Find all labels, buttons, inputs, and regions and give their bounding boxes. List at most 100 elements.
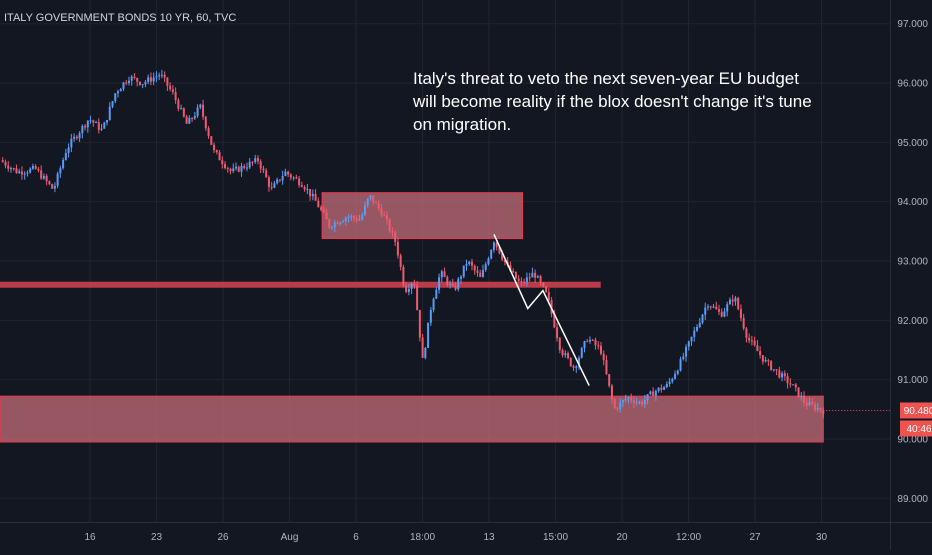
candle-body (127, 80, 130, 84)
candle-body (643, 399, 646, 405)
candle-body (772, 369, 775, 371)
candle-body (248, 161, 251, 168)
candle-body (775, 369, 778, 371)
candle-body (476, 270, 479, 273)
candle-body (402, 267, 405, 286)
candle-body (654, 390, 657, 396)
candle-body (67, 147, 70, 153)
candle-body (610, 385, 613, 400)
time-tick-label: 6 (353, 532, 359, 543)
time-tick-label: 15:00 (543, 532, 568, 543)
time-tick-label: 23 (151, 532, 163, 543)
candle-body (111, 101, 114, 107)
candle-body (583, 341, 586, 348)
candle-body (119, 88, 122, 92)
time-tick-label: 13 (483, 532, 495, 543)
candle-body (616, 408, 619, 410)
candle-body (473, 265, 476, 271)
candle-body (696, 326, 699, 331)
candle-body (103, 122, 106, 129)
candle-body (624, 398, 627, 401)
candle-body (92, 120, 95, 123)
candle-body (704, 307, 707, 315)
candle-body (86, 120, 89, 128)
candle-body (789, 383, 792, 385)
candle-body (572, 366, 575, 368)
candle-body (756, 345, 759, 352)
candle-body (822, 410, 825, 414)
candle-body (59, 168, 62, 174)
candle-body (207, 128, 210, 137)
candle-body (215, 150, 218, 153)
time-tick-label: 27 (749, 532, 761, 543)
candle-body (34, 166, 37, 169)
candle-body (267, 177, 270, 187)
candle-body (490, 249, 493, 259)
candle-body (317, 200, 320, 208)
candle-body (171, 89, 174, 93)
candle-body (462, 265, 465, 277)
price-tick-label: 91.000 (897, 375, 928, 386)
candle-body (237, 166, 240, 172)
candle-body (717, 309, 720, 312)
candle-body (720, 311, 723, 317)
last-price-badge (900, 402, 932, 419)
candles (1, 69, 825, 419)
candle-body (399, 255, 402, 268)
candle-body (460, 276, 463, 279)
candle-body (158, 75, 161, 77)
candle-body (259, 161, 262, 169)
candle-body (152, 77, 155, 82)
candle-body (289, 174, 292, 178)
candle-body (446, 277, 449, 285)
candle-body (808, 402, 811, 406)
candle-body (108, 106, 111, 120)
candle-body (726, 304, 729, 312)
candle-body (816, 407, 819, 410)
candle-body (196, 107, 199, 116)
candle-body (138, 81, 141, 85)
chart-title: ITALY GOVERNMENT BONDS 10 YR, 60, TVC (4, 12, 236, 24)
candle-body (377, 202, 380, 209)
candle-body (750, 340, 753, 342)
candle-body (303, 186, 306, 190)
candle-body (676, 370, 679, 374)
candle-body (1, 160, 4, 163)
candle-body (811, 402, 814, 405)
candle-body (427, 322, 430, 348)
candle-body (89, 120, 92, 122)
candle-body (95, 122, 98, 124)
candle-body (536, 276, 539, 278)
candle-body (481, 269, 484, 277)
price-axis: 97.000 96.000 95.000 94.000 93.000 92.000 91.0… (897, 19, 928, 505)
candle-body (64, 152, 67, 160)
candle-body (372, 195, 375, 203)
candle-body (709, 306, 712, 308)
candle-body (141, 84, 144, 86)
candle-body (210, 136, 213, 145)
candle-body (663, 387, 666, 390)
price-tick-label: 89.000 (897, 494, 928, 505)
horizontal-level-line (0, 281, 601, 288)
candle-body (97, 122, 100, 130)
candle-body (174, 92, 177, 100)
candle-body (31, 166, 34, 169)
candle-body (29, 168, 32, 173)
candle-body (575, 366, 578, 368)
candle-body (163, 74, 166, 78)
candle-body (355, 218, 358, 221)
candle-body (358, 219, 361, 221)
countdown-label: 40:46 (906, 424, 931, 435)
annotation-line-1: Italy's threat to veto the next seven-ye… (413, 69, 799, 88)
candle-body (660, 387, 663, 390)
candle-body (20, 171, 23, 175)
candle-body (674, 373, 677, 379)
candle-body (374, 202, 377, 204)
candle-body (136, 77, 139, 82)
candle-body (671, 378, 674, 382)
candle-body (407, 288, 410, 292)
candle-body (9, 168, 12, 170)
candle-body (712, 306, 715, 308)
